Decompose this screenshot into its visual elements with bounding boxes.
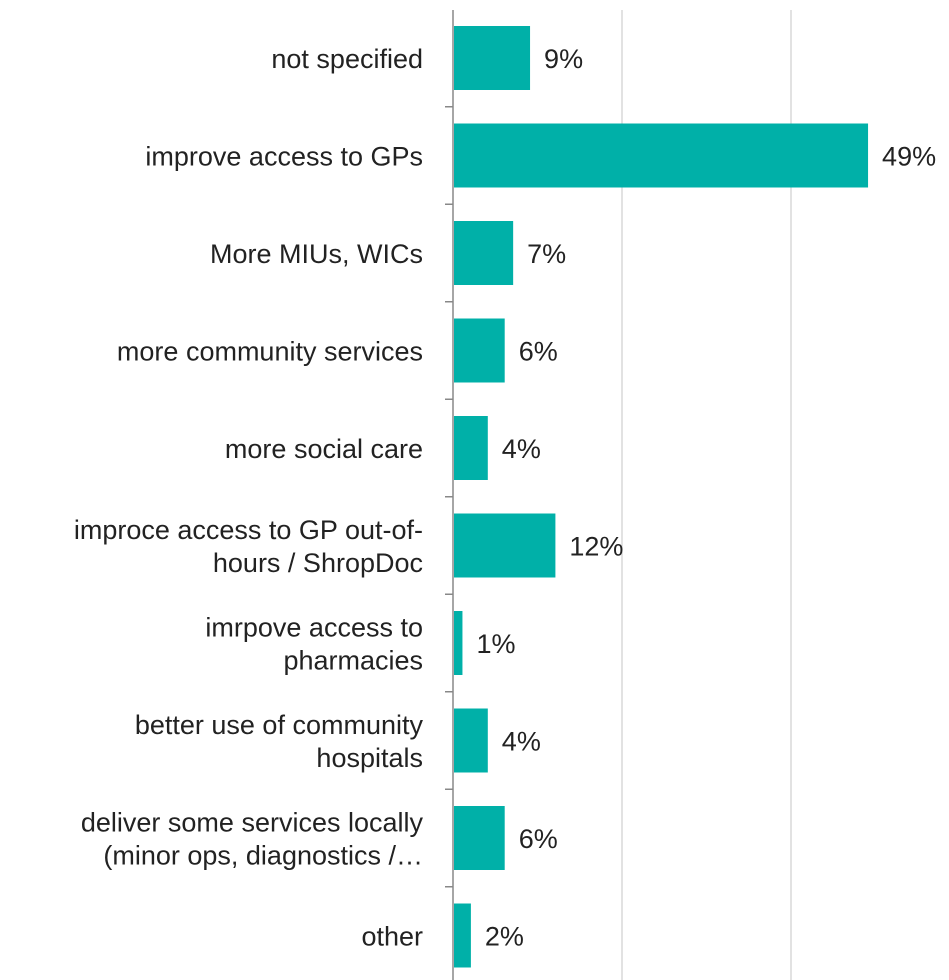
tick-label-line: deliver some services locally bbox=[81, 808, 424, 838]
tick-label-line: More MIUs, WICs bbox=[210, 239, 423, 269]
bar bbox=[454, 806, 505, 870]
tick-label: deliver some services locally (minor ops,… bbox=[81, 808, 424, 871]
bar bbox=[454, 513, 556, 578]
data-label: 1% bbox=[476, 629, 515, 659]
data-label: 4% bbox=[502, 727, 541, 757]
data-label: 49% bbox=[882, 142, 936, 172]
bars bbox=[454, 26, 869, 968]
tick-label-line: pharmacies bbox=[283, 646, 423, 676]
tick-label-line: more social care bbox=[225, 434, 423, 464]
tick-label: other bbox=[361, 922, 423, 952]
data-label: 9% bbox=[544, 44, 583, 74]
category-axis bbox=[445, 10, 454, 980]
tick-label-line: more community services bbox=[117, 337, 423, 367]
data-label: 7% bbox=[527, 239, 566, 269]
data-label: 6% bbox=[519, 824, 558, 854]
tick-label-line: hours / ShropDoc bbox=[213, 548, 423, 578]
tick-label: improce access to GP out-of-hours / Shro… bbox=[74, 515, 423, 578]
data-label: 4% bbox=[502, 434, 541, 464]
data-labels: 9% 49% 7% 6% 4% 12% 1% 4% 6% 2% bbox=[476, 44, 936, 952]
tick-label-line: hospitals bbox=[316, 743, 423, 773]
bar bbox=[454, 611, 463, 675]
bar bbox=[454, 318, 505, 383]
bar bbox=[454, 26, 531, 90]
bar bbox=[454, 221, 514, 285]
bar bbox=[454, 123, 869, 188]
tick-label: More MIUs, WICs bbox=[210, 239, 423, 269]
tick-label-line: (minor ops, diagnostics /… bbox=[103, 841, 423, 871]
bar bbox=[454, 903, 471, 968]
bar bbox=[454, 416, 488, 480]
tick-label: more community services bbox=[117, 337, 423, 367]
tick-label: better use of community hospitals bbox=[135, 710, 424, 773]
tick-label-line: improce access to GP out-of- bbox=[74, 515, 423, 545]
data-label: 12% bbox=[569, 532, 623, 562]
data-label: 6% bbox=[519, 337, 558, 367]
tick-label-line: not specified bbox=[271, 44, 423, 74]
tick-label: improve access to GPs bbox=[145, 142, 423, 172]
tick-label-line: better use of community bbox=[135, 710, 424, 740]
tick-label: not specified bbox=[271, 44, 423, 74]
data-label: 2% bbox=[485, 922, 524, 952]
category-labels: not specified improve access to GPs More M… bbox=[74, 44, 424, 952]
tick-label: more social care bbox=[225, 434, 423, 464]
tick-label: imrpove access to pharmacies bbox=[205, 613, 423, 676]
tick-label-line: improve access to GPs bbox=[145, 142, 423, 172]
bar bbox=[454, 708, 488, 773]
tick-label-line: other bbox=[361, 922, 423, 952]
tick-label-line: imrpove access to bbox=[205, 613, 423, 643]
